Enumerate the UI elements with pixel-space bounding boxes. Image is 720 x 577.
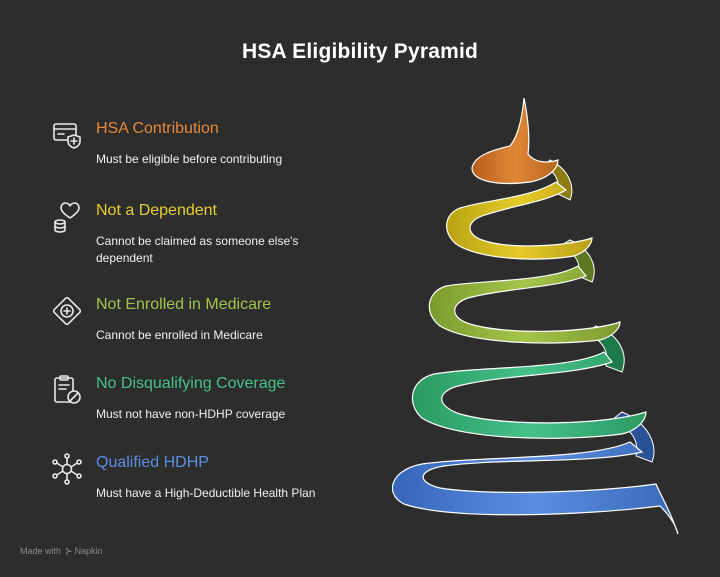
- heart-coins-icon: [50, 200, 84, 234]
- medical-diamond-icon: [50, 294, 84, 328]
- clipboard-ban-icon: [50, 373, 84, 407]
- level-description: Cannot be enrolled in Medicare: [96, 328, 263, 342]
- level-heading: Not Enrolled in Medicare: [96, 296, 272, 313]
- spiral-band-green: [411, 351, 647, 439]
- credit-card-shield-icon: [50, 118, 84, 152]
- level-description: Must not have non-HDHP coverage: [96, 407, 286, 421]
- napkin-brand-label: Napkin: [74, 546, 103, 556]
- level-description: Must have a High-Deductible Health Plan: [96, 486, 316, 500]
- spiral-band-blue: [392, 441, 679, 535]
- level-description: Cannot be claimed as someone else's depe…: [96, 234, 299, 265]
- spiral-band-lime: [428, 265, 621, 344]
- level-heading: Not a Dependent: [96, 202, 217, 219]
- level-description: Must be eligible before contributing: [96, 152, 283, 166]
- napkin-footer: Made with ⊱ Napkin: [20, 546, 103, 557]
- level-heading: No Disqualifying Coverage: [96, 375, 286, 392]
- made-with-label: Made with: [20, 546, 62, 556]
- spiral-band-yellow: [446, 181, 593, 260]
- level-heading: HSA Contribution: [96, 120, 219, 137]
- spiral-pyramid-graphic: [360, 90, 690, 540]
- network-hub-icon: [50, 452, 84, 486]
- page-title: HSA Eligibility Pyramid: [241, 40, 479, 63]
- level-heading: Qualified HDHP: [96, 454, 209, 471]
- napkin-logo-icon: ⊱: [65, 546, 73, 556]
- spiral-band-orange: [471, 97, 559, 185]
